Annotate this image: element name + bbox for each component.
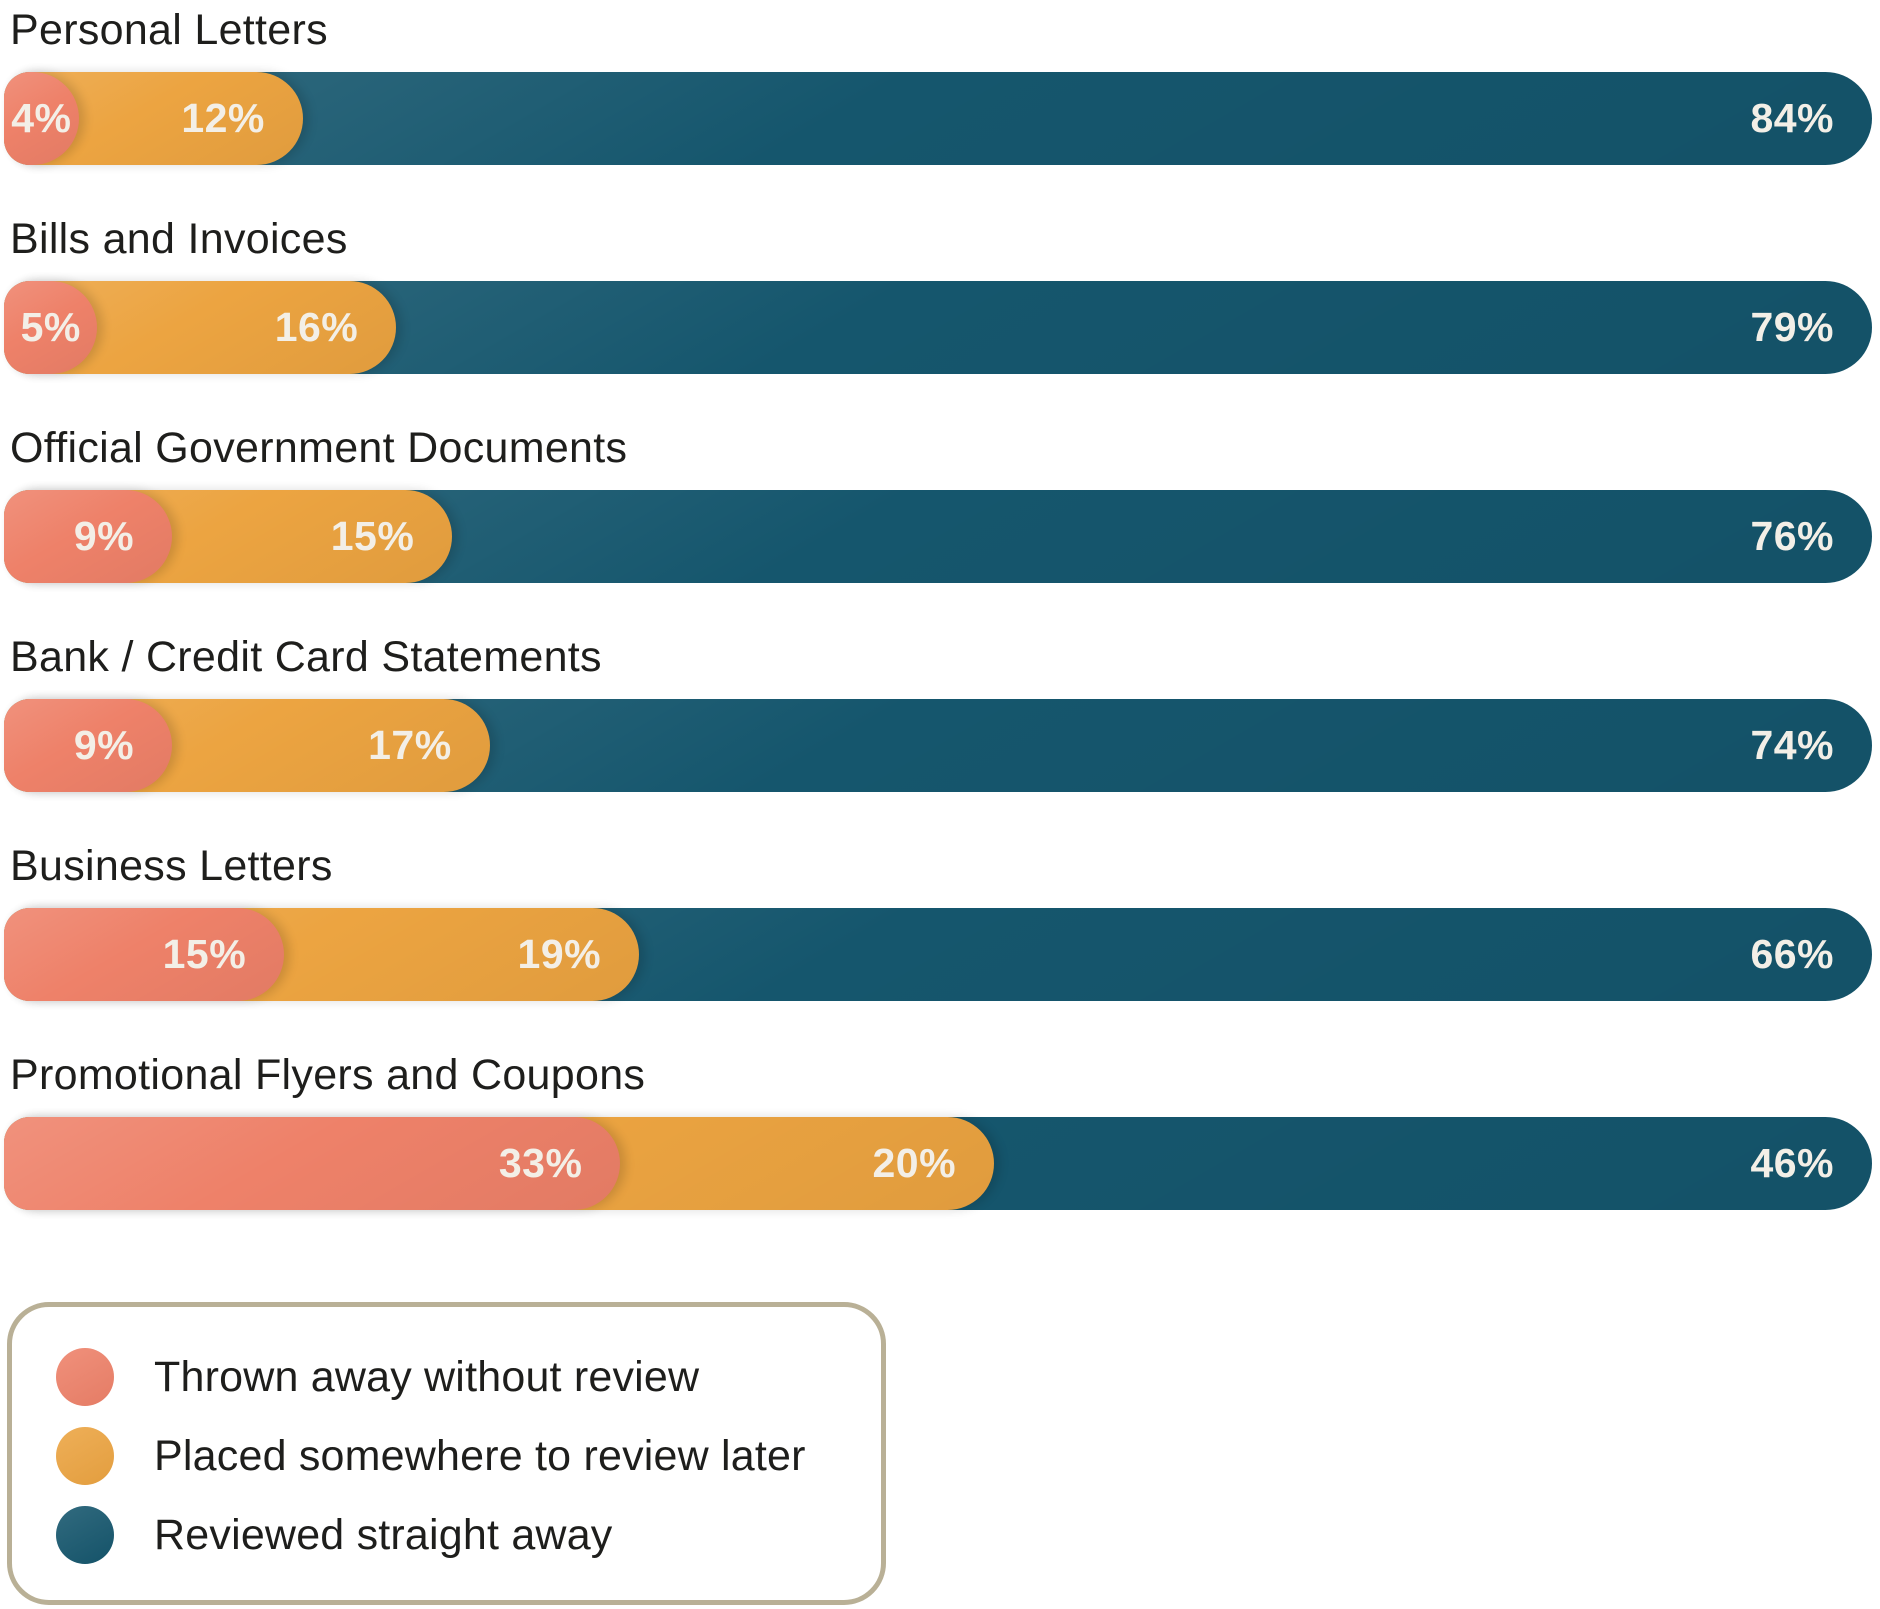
stacked-bar: 46% 20% 33% — [4, 1117, 1872, 1210]
segment-reviewed-straight-away: 84% — [4, 72, 1872, 165]
chart-row: Business Letters 66% 19% 15% — [4, 840, 1872, 1001]
segment-thrown-away: 4% — [4, 72, 79, 165]
stacked-bar: 76% 15% 9% — [4, 490, 1872, 583]
legend-item: Reviewed straight away — [56, 1506, 861, 1564]
legend-item: Thrown away without review — [56, 1348, 861, 1406]
value-label: 74% — [1750, 722, 1834, 768]
legend-item-label: Placed somewhere to review later — [154, 1431, 806, 1480]
chart-row: Personal Letters 84% 12% 4% — [4, 4, 1872, 165]
value-label: 46% — [1750, 1140, 1834, 1186]
category-label: Personal Letters — [10, 6, 328, 54]
value-label: 79% — [1750, 304, 1834, 350]
value-label: 5% — [20, 304, 81, 350]
chart-row: Promotional Flyers and Coupons 46% 20% 3… — [4, 1049, 1872, 1210]
value-label: 9% — [73, 513, 135, 559]
value-label: 84% — [1750, 95, 1834, 141]
segment-thrown-away: 33% — [4, 1117, 621, 1210]
legend-item-label: Reviewed straight away — [154, 1510, 613, 1559]
segment-thrown-away: 15% — [4, 908, 285, 1001]
value-label: 9% — [73, 722, 135, 768]
legend: Thrown away without review Placed somewh… — [7, 1302, 886, 1605]
value-label: 4% — [11, 95, 72, 141]
value-label: 17% — [368, 722, 452, 768]
legend-item: Placed somewhere to review later — [56, 1427, 861, 1485]
stacked-bar: 74% 17% 9% — [4, 699, 1872, 792]
stacked-bar: 84% 12% 4% — [4, 72, 1872, 165]
value-label: 66% — [1750, 931, 1834, 977]
stacked-bar: 66% 19% 15% — [4, 908, 1872, 1001]
value-label: 33% — [498, 1140, 583, 1186]
value-label: 76% — [1750, 513, 1834, 559]
chart-row: Bank / Credit Card Statements 74% 17% 9% — [4, 631, 1872, 792]
value-label: 16% — [274, 304, 359, 350]
chart-row: Bills and Invoices 79% 16% 5% — [4, 213, 1872, 374]
segment-thrown-away: 9% — [4, 699, 173, 792]
value-label: 19% — [517, 931, 602, 977]
value-label: 15% — [330, 513, 415, 559]
value-label: 20% — [872, 1140, 957, 1186]
category-label: Official Government Documents — [10, 424, 628, 472]
legend-swatch-icon — [56, 1506, 114, 1564]
category-label: Bank / Credit Card Statements — [10, 633, 602, 681]
category-label: Promotional Flyers and Coupons — [10, 1051, 646, 1099]
legend-swatch-icon — [56, 1427, 114, 1485]
chart-rows: Personal Letters 84% 12% 4% Bills and In… — [4, 4, 1872, 1210]
category-label: Bills and Invoices — [10, 215, 348, 263]
legend-item-label: Thrown away without review — [154, 1352, 700, 1401]
value-label: 15% — [162, 931, 247, 977]
legend-swatch-icon — [56, 1348, 114, 1406]
segment-thrown-away: 9% — [4, 490, 173, 583]
category-label: Business Letters — [10, 842, 333, 890]
segment-thrown-away: 5% — [4, 281, 98, 374]
value-label: 12% — [181, 95, 265, 141]
chart-row: Official Government Documents 76% 15% 9% — [4, 422, 1872, 583]
stacked-bar: 79% 16% 5% — [4, 281, 1872, 374]
